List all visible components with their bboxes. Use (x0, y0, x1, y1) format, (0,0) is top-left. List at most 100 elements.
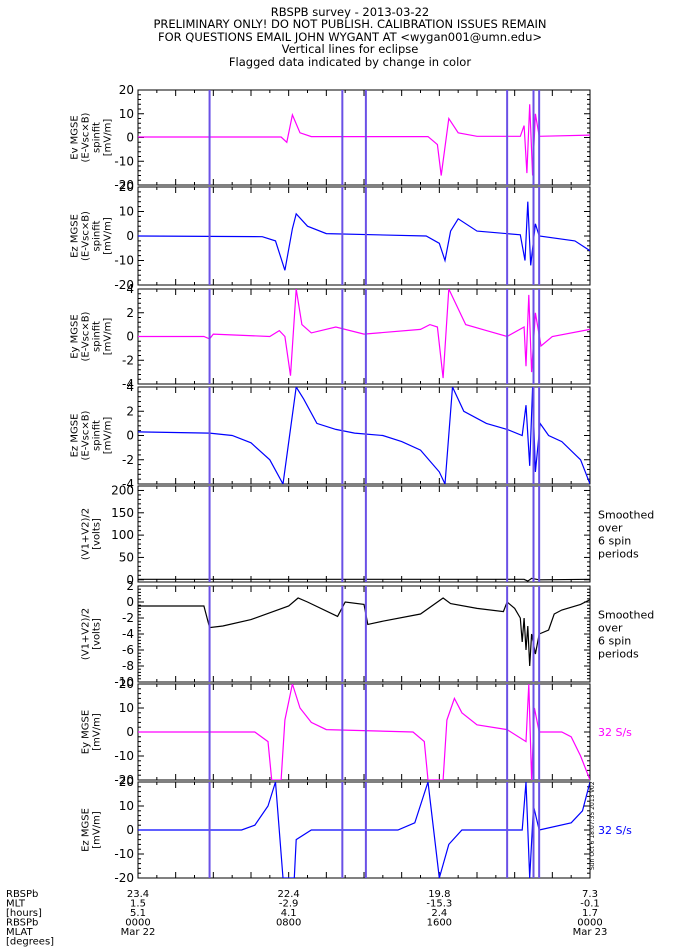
x-axis-row-label: RBSPb (6, 918, 38, 929)
y-axis-label: [mV/m] (92, 713, 103, 751)
x-axis-value: 19.8 (428, 889, 450, 900)
y-tick-label: 10 (119, 205, 134, 219)
panel-note: periods (598, 548, 639, 561)
y-tick-label: 0 (126, 429, 134, 443)
y-tick-label: 0 (126, 229, 134, 243)
y-tick-label: 0 (126, 595, 134, 609)
x-axis-value: 1.7 (582, 908, 598, 919)
panel-6: -10 -8 -6 -4 -2 0 2 (V1+V2)/2 [volts] Smoothedove… (81, 579, 655, 689)
y-axis-label: (E-Vsc×B) (81, 112, 92, 162)
y-tick-label: -10 (114, 749, 134, 763)
y-tick-label: 0 (126, 131, 134, 145)
y-tick-label: -10 (114, 254, 134, 268)
y-tick-label: 10 (119, 799, 134, 813)
y-tick-label: 4 (126, 282, 134, 296)
y-tick-label: 0 (126, 330, 134, 344)
panel-5: 0 50 100 150 200 (V1+V2)/2 [volts] Smoothedover… (81, 483, 655, 586)
y-tick-label: -10 (114, 154, 134, 168)
y-tick-label: 50 (119, 550, 134, 564)
x-axis-row-label: RBSPb (6, 889, 38, 900)
panel-note: over (598, 622, 623, 635)
series-line (138, 201, 590, 271)
y-tick-label: 200 (111, 483, 134, 497)
y-tick-label: -20 (114, 278, 134, 292)
y-tick-label: -2 (122, 453, 134, 467)
y-tick-label: -10 (114, 847, 134, 861)
y-axis-label: Ey MGSE (81, 710, 92, 754)
y-tick-label: -4 (122, 377, 134, 391)
x-axis-row-label: MLAT (6, 927, 33, 938)
y-tick-label: -8 (122, 659, 134, 673)
y-tick-label: 10 (119, 107, 134, 121)
y-tick-label: -4 (122, 627, 134, 641)
panel-note: 6 spin (598, 635, 631, 648)
y-tick-label: -10 (114, 675, 134, 689)
series-line (138, 782, 590, 878)
series-line (138, 684, 590, 780)
series-line (138, 577, 590, 582)
y-tick-label: -20 (114, 178, 134, 192)
chart-header: RBSPB survey - 2013-03-22 PRELIMINARY ON… (0, 6, 700, 68)
y-tick-label: 2 (126, 404, 134, 418)
panel-note: Smoothed (598, 609, 654, 622)
y-tick-label: 150 (111, 506, 134, 520)
y-axis-label: [mV/m] (103, 119, 114, 157)
y-axis-label: [mV/m] (103, 417, 114, 455)
y-tick-label: -20 (114, 773, 134, 787)
x-axis-value: 2.4 (431, 908, 447, 919)
x-axis-value: -0.1 (580, 899, 600, 910)
x-axis-value: 0000 (577, 918, 602, 929)
series-line (138, 104, 590, 176)
x-axis-value: 1600 (427, 918, 452, 929)
y-tick-label: 0 (126, 725, 134, 739)
series-line (138, 597, 590, 667)
y-axis-label: (V1+V2)/2 (81, 508, 92, 560)
x-axis-value: 7.3 (582, 889, 598, 900)
y-axis-label: Ey MGSE (70, 314, 81, 358)
y-tick-label: 4 (126, 380, 134, 394)
y-tick-label: 20 (119, 180, 134, 194)
panel-4: -4 -2 0 2 4 Ez MGSE (E-Vsc×B) spinfit [mV/m] (70, 380, 591, 491)
y-axis-label: (E-Vsc×B) (81, 211, 92, 261)
y-axis-label: (V1+V2)/2 (81, 608, 92, 660)
title-line-4: Vertical lines for eclipse (281, 42, 419, 57)
y-axis-label: Ez MGSE (70, 214, 81, 258)
x-axis-row-label: [degrees] (6, 937, 54, 948)
panel-3: -4 -2 0 2 4 Ey MGSE (E-Vsc×B) spinfit [mV/m] (70, 282, 591, 391)
x-axis-row-label: [hours] (6, 908, 42, 919)
y-axis-label: spinfit (92, 420, 103, 451)
y-axis-label: [volts] (92, 618, 103, 650)
y-tick-label: 10 (119, 701, 134, 715)
y-tick-label: -20 (114, 871, 134, 885)
panel-frame (137, 288, 591, 385)
panel-2: -20 -10 0 10 20 Ez MGSE (E-Vsc×B) spinfit [mV/m] (70, 180, 591, 292)
panel-note: 6 spin (598, 535, 631, 548)
panel-7: -20 -10 0 10 20 Ey MGSE [mV/m] 32 S/s (81, 677, 633, 787)
y-tick-label: 0 (126, 573, 134, 587)
series-line (138, 387, 590, 484)
x-axis-row-label: MLT (6, 899, 26, 910)
y-axis-label: spinfit (92, 321, 103, 352)
y-tick-label: -4 (122, 477, 134, 491)
x-axis-value: 1.5 (130, 899, 146, 910)
y-tick-label: 2 (126, 579, 134, 593)
panel-8: -20 -10 0 10 20 Ez MGSE [mV/m] 32 S/s (81, 775, 633, 885)
title-line-5: Flagged data indicated by change in colo… (228, 54, 472, 69)
y-tick-label: -6 (122, 643, 134, 657)
x-axis-value: -2.9 (279, 899, 299, 910)
title-line-3: FOR QUESTIONS EMAIL JOHN WYGANT AT <wyga… (157, 29, 542, 44)
x-axis-value: 23.4 (127, 889, 149, 900)
plot-timestamp: Sun Oct 6 18:07:35 2013 v02 (589, 781, 596, 870)
y-axis-label: (E-Vsc×B) (81, 410, 92, 460)
y-tick-label: 100 (111, 528, 134, 542)
panel-note: 32 S/s (598, 824, 632, 837)
y-tick-label: 0 (126, 823, 134, 837)
panel-1: -20 -10 0 10 20 Ev MGSE (E-Vsc×B) spinfit [mV/m] (70, 83, 591, 192)
title-line-2: PRELIMINARY ONLY! DO NOT PUBLISH. CALIBR… (153, 17, 547, 32)
x-axis-value: 5.1 (130, 908, 146, 919)
x-axis-value: Mar 22 (121, 927, 156, 938)
y-axis-label: Ez MGSE (81, 808, 92, 852)
series-line (138, 289, 590, 379)
y-axis-label: [volts] (92, 518, 103, 550)
